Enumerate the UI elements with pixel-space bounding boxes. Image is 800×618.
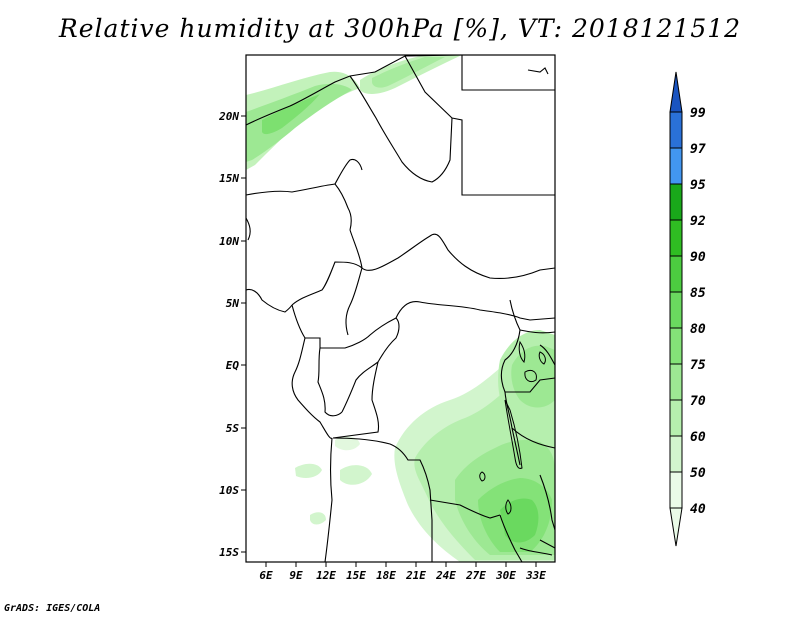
colorbar-segment [669,183,683,221]
humidity-shading [246,55,555,562]
lon-label: 24E [435,569,456,582]
colorbar-label: 90 [690,250,706,265]
colorbar-label: 40 [690,502,706,517]
lon-label: 18E [376,569,396,582]
map-border [245,54,556,563]
colorbar-segment [669,435,683,473]
grads-credit: GrADS: IGES/COLA [4,603,101,614]
colorbar-label: 75 [690,358,706,373]
colorbar-label: 99 [690,106,706,121]
lat-label: 10S [219,484,239,497]
colorbar-segment [669,327,683,365]
colorbar-label: 95 [690,178,706,193]
map-title: Relative humidity at 300hPa [%], VT: 201… [58,14,742,43]
lon-label: 33E [525,569,546,582]
colorbar-label: 70 [690,394,706,409]
colorbar-segment [669,471,683,509]
lon-label: 27E [465,569,486,582]
lat-label: 20N [218,110,239,123]
colorbar-segment [669,147,683,185]
lakes [479,340,546,515]
lon-label: 15E [346,569,366,582]
latitude-axis: 20N 15N 10N 5N EQ 5S 10S 15S [218,110,246,559]
lat-label: 15N [219,172,239,185]
lat-label: 15S [219,546,239,559]
colorbar-segment [669,219,683,257]
colorbar-segment [669,363,683,401]
colorbar: 40 50 60 70 75 80 85 90 92 95 97 99 [669,71,706,547]
colorbar-label: 50 [690,466,706,481]
colorbar-label: 85 [690,286,706,301]
lon-label: 21E [405,569,426,582]
lon-label: 12E [316,569,336,582]
lat-label: 10N [219,235,239,248]
lat-label: EQ [226,359,240,372]
lat-label: 5S [226,422,240,435]
colorbar-segment [669,399,683,437]
colorbar-label: 92 [690,214,706,229]
lon-label: 30E [495,569,516,582]
lat-label: 5N [226,297,240,310]
colorbar-upper-arrow [669,71,683,113]
colorbar-label: 97 [690,142,706,157]
colorbar-segment [669,111,683,149]
colorbar-segment [669,291,683,329]
lon-label: 9E [289,569,303,582]
lon-label: 6E [259,569,273,582]
colorbar-label: 80 [690,322,706,337]
country-borders [245,54,556,563]
colorbar-lower-arrow [669,507,683,547]
colorbar-segment [669,255,683,293]
colorbar-label: 60 [690,430,706,445]
longitude-axis: 6E 9E 12E 15E 18E 21E 24E 27E 30E 33E [259,562,546,582]
